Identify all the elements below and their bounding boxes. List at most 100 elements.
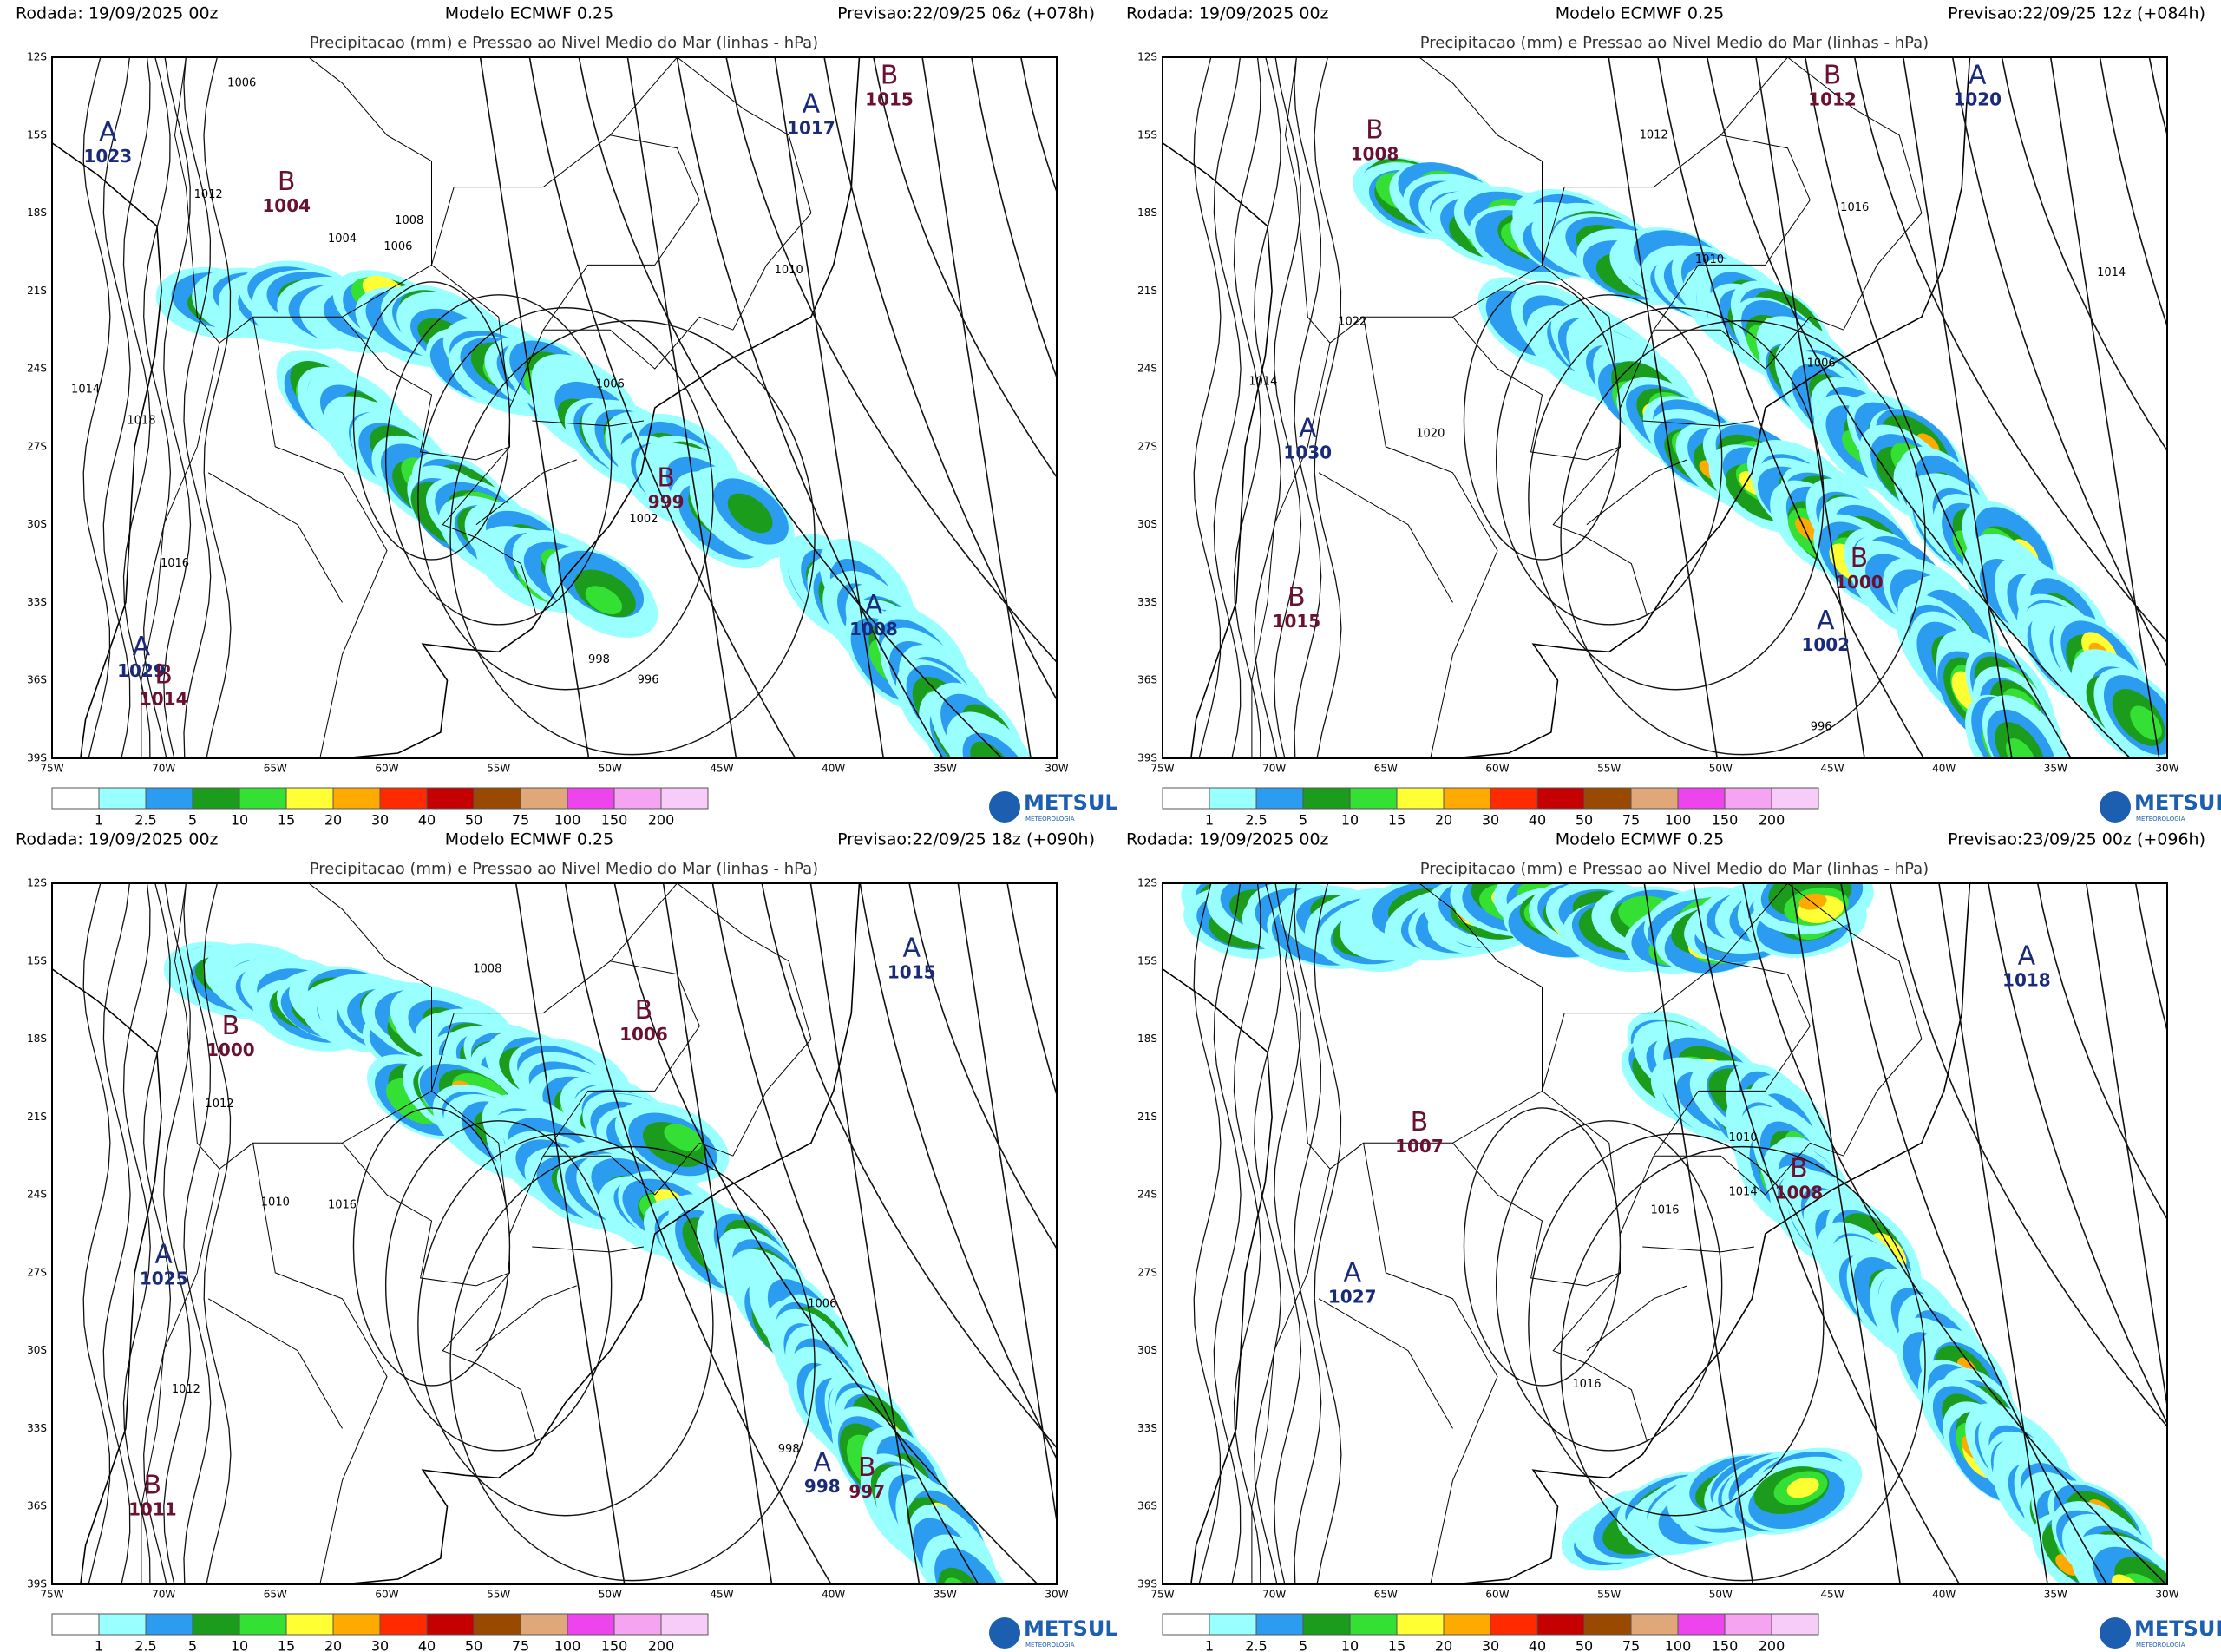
lon-label: 60W bbox=[375, 763, 398, 775]
isobar bbox=[352, 281, 511, 560]
border bbox=[219, 57, 432, 344]
lon-label: 55W bbox=[487, 1589, 510, 1601]
isobar bbox=[613, 883, 1039, 1584]
isobar bbox=[352, 1107, 511, 1386]
lon-label: 35W bbox=[934, 1589, 957, 1601]
isobar bbox=[873, 57, 1057, 479]
border bbox=[1586, 459, 1687, 526]
legend-label: 2.5 bbox=[134, 1638, 156, 1652]
system-pressure: 997 bbox=[848, 1481, 885, 1502]
forecast-label: Previsao:22/09/25 06z (+078h) bbox=[837, 4, 1095, 23]
logo-subtext: METEOROLOGIA bbox=[1025, 816, 1075, 823]
legend-swatch bbox=[1536, 787, 1585, 810]
lon-label: 45W bbox=[710, 763, 733, 775]
isobar bbox=[1294, 57, 1322, 758]
lon-label: 75W bbox=[1150, 1589, 1174, 1601]
isobar bbox=[102, 883, 131, 1584]
lat-label: 27S bbox=[1137, 1266, 1157, 1278]
legend-swatch bbox=[1630, 787, 1679, 810]
border bbox=[1654, 316, 1844, 370]
legend-swatch bbox=[1490, 1613, 1538, 1636]
model-label: Modelo ECMWF 0.25 bbox=[445, 4, 613, 23]
map-frame bbox=[51, 56, 1058, 759]
lat-label: 15S bbox=[27, 954, 47, 967]
isobar bbox=[1951, 57, 2167, 669]
isobar bbox=[1495, 1120, 1723, 1452]
system-letter: A bbox=[803, 88, 821, 119]
border bbox=[609, 883, 812, 1157]
logo-text: METSUL bbox=[1024, 1616, 1118, 1641]
legend-label: 20 bbox=[324, 1638, 342, 1652]
legend-label: 15 bbox=[1388, 812, 1405, 829]
lat-label: 30S bbox=[27, 518, 47, 530]
border bbox=[1552, 1272, 1648, 1442]
isobar-label: 1014 bbox=[71, 384, 100, 397]
map-frame bbox=[1162, 56, 2168, 759]
lat-label: 18S bbox=[1137, 1032, 1157, 1045]
legend-swatch bbox=[379, 787, 428, 810]
isobar bbox=[1853, 57, 2167, 644]
isobar-label: 1006 bbox=[596, 378, 625, 391]
legend-label: 75 bbox=[512, 812, 529, 829]
system-pressure: 1008 bbox=[1351, 143, 1399, 164]
legend-swatch bbox=[567, 787, 615, 810]
border bbox=[431, 960, 700, 1235]
system-letter: A bbox=[99, 117, 117, 148]
legend-label: 100 bbox=[554, 1638, 581, 1652]
lat-label: 27S bbox=[27, 440, 47, 452]
isobar-label: 1014 bbox=[2097, 266, 2126, 279]
system-pressure: 1029 bbox=[117, 660, 166, 681]
legend-label: 2.5 bbox=[134, 812, 156, 829]
isobar bbox=[859, 883, 1057, 1460]
precip-cell bbox=[2130, 705, 2162, 740]
isobar-label: 1002 bbox=[629, 513, 658, 526]
legend-label: 10 bbox=[1341, 1638, 1359, 1652]
isobar bbox=[564, 883, 832, 1584]
system-pressure: 1000 bbox=[1835, 572, 1884, 593]
border bbox=[1720, 57, 1923, 331]
isobar-label: 996 bbox=[1811, 721, 1832, 734]
isobar bbox=[1006, 883, 1057, 1098]
isobar-label: 1016 bbox=[1650, 1204, 1679, 1217]
legend-label: 40 bbox=[418, 812, 436, 829]
isobar bbox=[957, 883, 1057, 1525]
isobar bbox=[1495, 294, 1723, 626]
legend-label: 30 bbox=[371, 1638, 389, 1652]
isobar bbox=[725, 57, 1057, 664]
legend-label: 5 bbox=[188, 812, 197, 829]
legend-swatch bbox=[1209, 787, 1257, 810]
system-letter: A bbox=[865, 590, 883, 620]
legend-swatch bbox=[1349, 787, 1398, 810]
legend-label: 50 bbox=[465, 1638, 482, 1652]
lon-label: 70W bbox=[152, 1589, 175, 1601]
isobar bbox=[1254, 57, 1282, 758]
run-label: Rodada: 19/09/2025 00z bbox=[16, 4, 219, 23]
legend-swatch bbox=[1396, 787, 1445, 810]
isobar bbox=[1742, 883, 2167, 1584]
lon-label: 30W bbox=[1045, 1589, 1068, 1601]
isobar bbox=[479, 57, 590, 758]
isobar bbox=[384, 1120, 613, 1452]
legend-label: 100 bbox=[1665, 1638, 1692, 1652]
lon-label: 55W bbox=[1597, 763, 1621, 775]
border bbox=[543, 316, 734, 370]
legend-label: 200 bbox=[648, 812, 675, 829]
isobar bbox=[662, 883, 773, 1584]
legend-swatch bbox=[1583, 787, 1632, 810]
system-letter: A bbox=[1817, 606, 1835, 636]
isobar-label: 1006 bbox=[1807, 357, 1836, 370]
precip-cell bbox=[2114, 1557, 2167, 1584]
isobar bbox=[1840, 883, 2108, 1584]
system-pressure: 1030 bbox=[1283, 442, 1332, 462]
system-letter: B bbox=[1851, 543, 1869, 574]
legend-swatch bbox=[473, 787, 521, 810]
isobar bbox=[1693, 883, 1961, 1584]
isobar-label: 1008 bbox=[473, 962, 501, 975]
lon-label: 70W bbox=[1262, 763, 1286, 775]
logo-text: METSUL bbox=[2134, 1616, 2221, 1641]
lat-label: 21S bbox=[27, 1111, 47, 1123]
border bbox=[1654, 1142, 1844, 1196]
system-letter: A bbox=[1299, 413, 1317, 443]
lon-label: 35W bbox=[2044, 763, 2067, 775]
legend-swatch bbox=[520, 1613, 568, 1636]
